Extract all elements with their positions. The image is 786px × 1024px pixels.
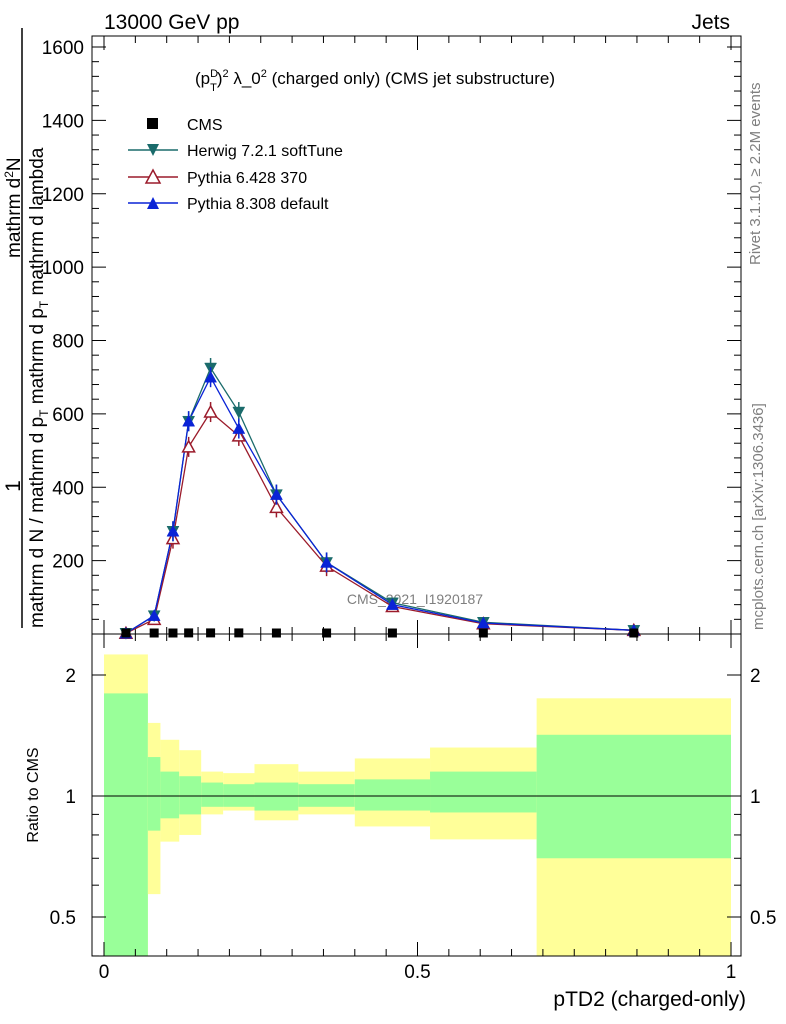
ratio-band-inner bbox=[104, 693, 148, 956]
cms-point bbox=[149, 628, 159, 638]
series-point-3 bbox=[204, 370, 218, 383]
rivet-label: Rivet 3.1.10, ≥ 2.2M events bbox=[747, 83, 764, 266]
main-ytick-label: 1400 bbox=[42, 111, 84, 132]
ratio-ytick-label-left: 1 bbox=[65, 787, 76, 808]
cms-point bbox=[234, 628, 244, 638]
xlabel: pTD2 (charged-only) bbox=[553, 988, 746, 1011]
ylabel-inner-numerator: mathrm d2N bbox=[2, 157, 25, 258]
main-ytick-label: 1000 bbox=[42, 258, 84, 279]
legend-marker-pythia6 bbox=[144, 168, 162, 184]
main-series bbox=[118, 358, 642, 640]
ratio-band-inner bbox=[147, 757, 161, 831]
main-ytick-labels: 200 400 600 800 1000 1200 1400 1600 bbox=[42, 38, 84, 573]
ratio-band-inner bbox=[160, 771, 180, 819]
ratio-band-inner bbox=[430, 771, 537, 813]
series-point-3 bbox=[166, 524, 180, 537]
ratio-axis-ticks bbox=[92, 634, 741, 957]
main-ylabel: 1 mathrm d N / mathrm d pT mathrm d pT m… bbox=[2, 28, 51, 628]
ratio-ytick-label-right: 1 bbox=[750, 787, 761, 808]
ratio-ytick-label-right: 2 bbox=[750, 666, 761, 687]
ratio-ylabel: Ratio to CMS bbox=[25, 747, 42, 842]
series-point-3 bbox=[476, 616, 490, 629]
cms-point bbox=[168, 628, 178, 638]
legend-marker-pythia8 bbox=[147, 197, 159, 209]
ratio-band-inner bbox=[179, 776, 202, 815]
ratio-ytick-label-left: 0.5 bbox=[50, 908, 76, 929]
ratio-ytick-label-left: 2 bbox=[65, 666, 76, 687]
ratio-plot: 0.5 0.51 12 2 0 0.5 1 Ratio to CMS pTD2 (char… bbox=[25, 633, 777, 1011]
series-point-2 bbox=[203, 404, 218, 418]
main-ytick-label: 200 bbox=[52, 552, 84, 573]
ratio-band-inner bbox=[536, 734, 731, 859]
series-point-3 bbox=[385, 598, 399, 610]
ratio-bands bbox=[104, 654, 731, 956]
ratio-ytick-labels: 0.5 0.5 1 1 2 2 bbox=[50, 666, 777, 929]
cms-point bbox=[629, 628, 639, 638]
main-title: (pD T)2 λ_02 (charged only) (CMS jet subs… bbox=[195, 68, 555, 94]
cms-point bbox=[322, 628, 332, 638]
series-point-2 bbox=[181, 439, 196, 453]
series-point-3 bbox=[270, 488, 283, 500]
ratio-band-inner bbox=[201, 782, 224, 807]
ratio-band-inner bbox=[223, 784, 255, 807]
main-ytick-label: 600 bbox=[52, 405, 84, 426]
ylabel-numerator: 1 bbox=[2, 480, 25, 492]
xtick-label: 0 bbox=[99, 962, 110, 983]
main-ytick-label: 1600 bbox=[42, 38, 84, 59]
legend-label-pythia6: Pythia 6.428 370 bbox=[187, 170, 307, 187]
ratio-xtick-labels: 0 0.5 1 bbox=[99, 962, 737, 983]
series-point-3 bbox=[232, 422, 246, 434]
cms-point bbox=[271, 628, 281, 638]
legend: CMS Herwig 7.2.1 softTune Pythia 6.428 3… bbox=[128, 117, 343, 213]
mcplots-label: mcplots.cern.ch [arXiv:1306.3436] bbox=[750, 403, 767, 630]
legend-label-pythia8: Pythia 8.308 default bbox=[187, 196, 329, 213]
cms-point bbox=[121, 628, 131, 638]
ratio-band-inner bbox=[298, 784, 355, 807]
xtick-label: 1 bbox=[726, 962, 737, 983]
xtick-label: 0.5 bbox=[404, 962, 430, 983]
analysis-watermark: CMS_2021_I1920187 bbox=[347, 591, 483, 607]
ratio-band-inner bbox=[254, 782, 299, 811]
legend-label-cms: CMS bbox=[187, 117, 223, 134]
cms-point bbox=[184, 628, 194, 638]
legend-marker-cms bbox=[147, 118, 158, 129]
cms-point bbox=[478, 628, 488, 638]
main-ytick-label: 800 bbox=[52, 332, 84, 353]
series-point-3 bbox=[147, 609, 161, 621]
ratio-frame bbox=[91, 633, 742, 957]
cms-point bbox=[206, 628, 216, 638]
header-left: 13000 GeV pp bbox=[104, 11, 239, 34]
cms-point bbox=[387, 628, 397, 638]
main-axis-ticks bbox=[92, 36, 741, 635]
series-point-3 bbox=[320, 555, 334, 568]
series-point-3 bbox=[182, 414, 196, 427]
main-ytick-label: 400 bbox=[52, 478, 84, 499]
main-plot: 200 400 600 800 1000 1200 1400 1600 (pD T)2 λ_02… bbox=[2, 28, 742, 640]
header-right: Jets bbox=[691, 11, 730, 34]
series-point-1 bbox=[232, 406, 246, 419]
ratio-band-inner bbox=[354, 779, 431, 811]
ratio-ytick-label-right: 0.5 bbox=[750, 908, 776, 929]
legend-label-herwig: Herwig 7.2.1 softTune bbox=[187, 143, 343, 160]
series-point-2 bbox=[269, 499, 284, 514]
legend-marker-herwig bbox=[147, 144, 159, 156]
ylabel-denominator: mathrm d N / mathrm d pT mathrm d pT mat… bbox=[27, 147, 51, 628]
main-ytick-label: 1200 bbox=[42, 185, 84, 206]
